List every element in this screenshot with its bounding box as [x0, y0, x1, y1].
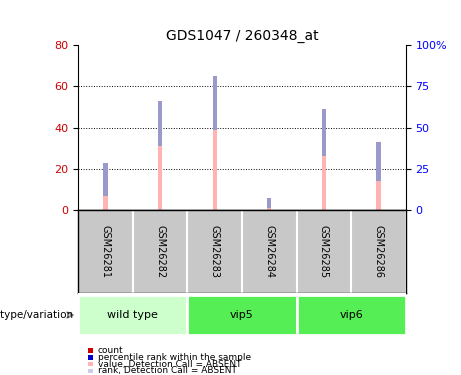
Text: GSM26282: GSM26282 — [155, 225, 165, 278]
FancyBboxPatch shape — [78, 295, 188, 335]
Text: vip5: vip5 — [230, 310, 254, 320]
Text: GSM26285: GSM26285 — [319, 225, 329, 278]
Text: GSM26281: GSM26281 — [100, 225, 111, 278]
Text: vip6: vip6 — [339, 310, 363, 320]
Text: rank, Detection Call = ABSENT: rank, Detection Call = ABSENT — [98, 366, 236, 375]
Bar — [103, 163, 108, 210]
Bar — [322, 109, 326, 156]
Bar — [267, 198, 272, 210]
Bar — [103, 163, 108, 196]
Text: count: count — [98, 346, 124, 355]
Bar — [376, 142, 381, 210]
Title: GDS1047 / 260348_at: GDS1047 / 260348_at — [165, 28, 319, 43]
FancyBboxPatch shape — [296, 295, 406, 335]
Text: genotype/variation: genotype/variation — [0, 310, 74, 320]
Text: GSM26286: GSM26286 — [373, 225, 384, 278]
Bar — [376, 142, 381, 181]
Bar — [322, 109, 326, 210]
FancyBboxPatch shape — [188, 295, 296, 335]
Bar — [158, 101, 162, 210]
Bar — [158, 101, 162, 146]
Text: GSM26283: GSM26283 — [210, 225, 220, 278]
Bar — [213, 76, 217, 210]
Text: GSM26284: GSM26284 — [264, 225, 274, 278]
Bar — [267, 198, 272, 208]
Text: wild type: wild type — [107, 310, 159, 320]
Text: value, Detection Call = ABSENT: value, Detection Call = ABSENT — [98, 360, 241, 369]
Bar — [213, 76, 217, 130]
Text: percentile rank within the sample: percentile rank within the sample — [98, 353, 251, 362]
